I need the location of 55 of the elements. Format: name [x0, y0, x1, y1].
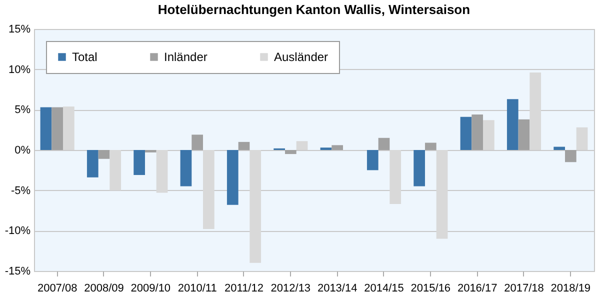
x-tick-label: 2016/17	[457, 282, 498, 294]
bar	[284, 150, 296, 154]
bar	[192, 134, 204, 150]
bar	[250, 150, 262, 263]
bar	[530, 72, 542, 150]
x-tick-label: 2012/13	[270, 282, 311, 294]
bar	[564, 150, 576, 162]
bar	[424, 142, 436, 150]
y-tick-label: 0%	[14, 144, 31, 156]
bar	[98, 150, 110, 159]
x-tick-label: 2015/16	[410, 282, 451, 294]
x-tick-label: 2007/08	[37, 282, 78, 294]
x-tick-label: 2008/09	[84, 282, 124, 294]
x-tick-label: 2018/19	[550, 282, 591, 294]
bar	[366, 150, 378, 170]
y-tick-label: -15%	[4, 266, 31, 278]
bar	[483, 120, 494, 150]
y-tick-label: -5%	[10, 184, 31, 197]
x-tick-label: 2017/18	[504, 282, 544, 294]
legend-label: Inländer	[164, 50, 208, 64]
bar	[576, 127, 588, 150]
x-tick-label: 2013/14	[317, 282, 358, 294]
bar	[332, 145, 344, 150]
legend-label: Total	[72, 50, 98, 64]
bar	[86, 150, 98, 178]
chart-title: Hotelübernachtungen Kanton Wallis, Wintersaison	[158, 2, 470, 17]
y-tick-label: 10%	[8, 64, 31, 76]
bar	[203, 150, 214, 230]
bar	[518, 119, 530, 150]
x-tick-label: 2011/12	[224, 282, 264, 294]
bar	[134, 150, 145, 176]
legend-label: Ausländer	[274, 50, 328, 64]
bar	[63, 106, 74, 150]
bar	[296, 141, 308, 150]
bar	[156, 150, 168, 193]
bar	[40, 107, 52, 150]
bar	[460, 116, 472, 150]
bar	[436, 150, 448, 239]
bar	[52, 107, 64, 150]
x-tick-label: 2010/11	[178, 282, 217, 294]
y-tick-label: 5%	[14, 104, 31, 116]
x-tick-label: 2014/15	[364, 282, 404, 294]
bar	[238, 142, 250, 150]
bar	[554, 146, 565, 150]
bar	[226, 150, 238, 205]
bar	[378, 138, 390, 150]
y-tick-label: 15%	[8, 24, 31, 36]
bar	[110, 150, 122, 190]
bar	[414, 150, 425, 186]
bar	[390, 150, 402, 204]
y-tick-label: -10%	[4, 225, 31, 238]
x-tick-label: 2009/10	[130, 282, 171, 294]
bar	[180, 150, 192, 186]
bar	[506, 99, 518, 150]
bar	[472, 114, 484, 150]
